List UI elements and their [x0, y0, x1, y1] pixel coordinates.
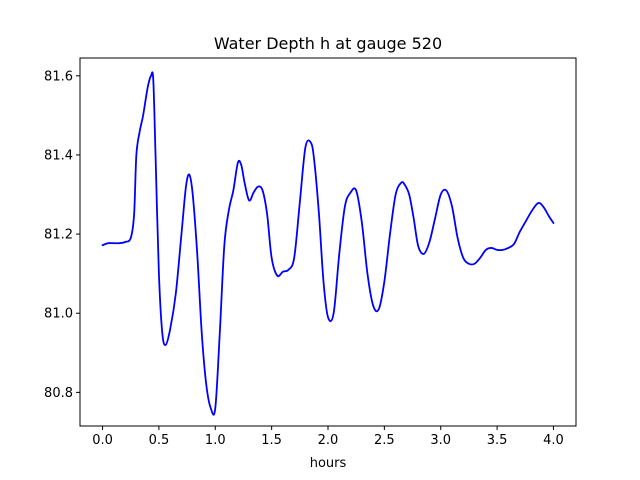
x-tick-label: 1.5 [261, 433, 282, 448]
x-tick-label: 3.0 [430, 433, 451, 448]
chart-title: Water Depth h at gauge 520 [214, 34, 442, 53]
x-axis: 0.0 0.5 1.0 1.5 2.0 2.5 3.0 3.5 4.0 [92, 426, 564, 448]
x-tick-label: 1.0 [205, 433, 226, 448]
x-tick-label: 2.0 [318, 433, 339, 448]
plot-area [101, 71, 555, 416]
x-tick-label: 0.5 [149, 433, 170, 448]
y-tick-label: 81.0 [44, 307, 73, 322]
y-tick-label: 81.6 [44, 69, 73, 84]
series-line [101, 71, 555, 416]
x-tick-label: 4.0 [543, 433, 564, 448]
y-tick-label: 80.8 [44, 386, 73, 401]
y-tick-label: 81.4 [44, 148, 73, 163]
y-axis: 80.8 81.0 81.2 81.4 81.6 [44, 69, 80, 401]
x-tick-label: 0.0 [92, 433, 113, 448]
y-tick-label: 81.2 [44, 228, 73, 243]
x-tick-label: 2.5 [374, 433, 395, 448]
x-tick-label: 3.5 [487, 433, 508, 448]
x-axis-label: hours [310, 456, 347, 471]
